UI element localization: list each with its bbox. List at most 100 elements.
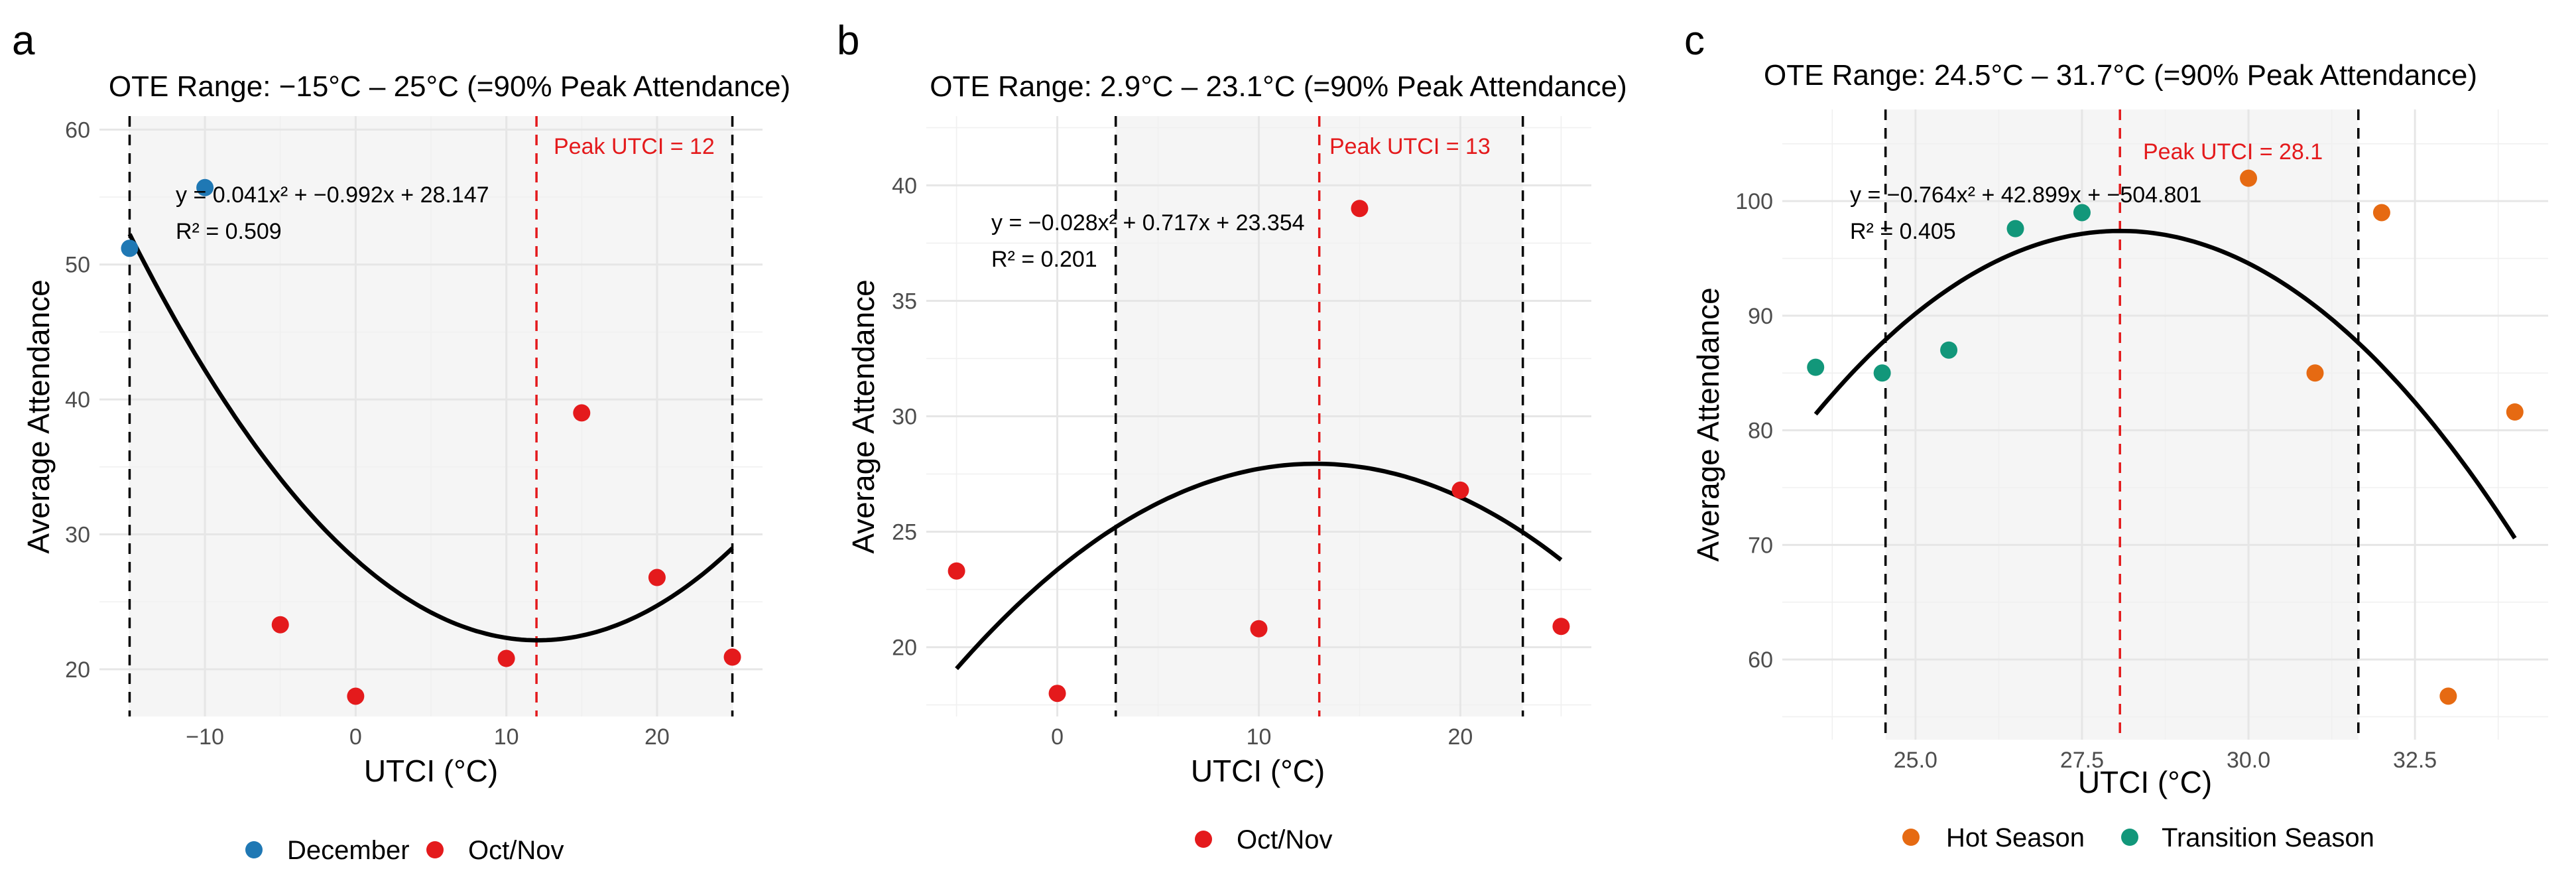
legend-swatch-octnov	[426, 841, 444, 858]
x-tick-label: 10	[494, 724, 519, 750]
panel-b-y-ticks: 20 25 30 35 40	[892, 173, 917, 660]
x-tick-label: 32.5	[2393, 748, 2437, 773]
legend-swatch-december	[245, 841, 263, 858]
y-tick-label: 30	[892, 405, 917, 430]
plot-background	[1782, 109, 2548, 740]
panel-b-peak-label: Peak UTCI = 13	[1329, 134, 1491, 159]
data-point-oct-nov	[347, 687, 365, 705]
y-tick-label: 20	[65, 657, 90, 683]
y-tick-label: 40	[65, 387, 90, 413]
x-tick-label: −10	[186, 724, 224, 750]
data-point-hot-season	[2372, 204, 2390, 222]
panel-a-y-ticks: 20 30 40 50 60	[65, 117, 90, 682]
data-points	[121, 178, 741, 705]
data-point-oct-nov	[1048, 685, 1066, 703]
panel-a-x-ticks: −10 0 10 20	[186, 724, 670, 750]
panel-b: b OTE Range: 2.9°C – 23.1°C (=90% Peak A…	[837, 18, 1627, 854]
panel-c-y-label: Average Attendance	[1691, 287, 1725, 561]
panel-b-letter: b	[837, 18, 859, 64]
x-tick-label: 20	[644, 724, 670, 750]
panel-b-x-ticks: 0 10 20	[1051, 724, 1473, 750]
y-tick-label: 70	[1748, 533, 1773, 558]
quadratic-fit-curve	[1813, 228, 2517, 540]
x-tick-label: 0	[349, 724, 362, 750]
legend-swatch-hot-season	[1902, 829, 1920, 846]
data-point-hot-season	[2506, 403, 2524, 421]
data-point-oct-nov	[1351, 200, 1369, 218]
y-tick-label: 30	[65, 522, 90, 547]
data-point-oct-nov	[1250, 620, 1268, 638]
panel-c-title: OTE Range: 24.5°C – 31.7°C (=90% Peak At…	[1764, 59, 2477, 92]
reference-lines	[128, 116, 734, 716]
data-point-transition-season	[1807, 358, 1825, 376]
y-tick-label: 60	[1748, 647, 1773, 673]
data-point-hot-season	[2306, 364, 2324, 382]
y-tick-label: 20	[892, 636, 917, 661]
data-point-oct-nov	[648, 569, 666, 586]
panel-b-r2: R² = 0.201	[991, 247, 1097, 272]
y-tick-label: 35	[892, 289, 917, 314]
x-tick-label: 10	[1247, 724, 1272, 750]
reference-lines	[1884, 109, 2360, 740]
legend-label-hot-season: Hot Season	[1946, 823, 2085, 852]
panel-a-r2: R² = 0.509	[176, 219, 282, 244]
panel-c-legend: Hot Season Transition Season	[1902, 823, 2374, 852]
panel-c: c OTE Range: 24.5°C – 31.7°C (=90% Peak …	[1684, 18, 2548, 852]
x-tick-label: 0	[1051, 724, 1064, 750]
panel-a-x-label: UTCI (°C)	[364, 754, 498, 788]
data-point-oct-nov	[1552, 618, 1570, 636]
panel-c-x-ticks: 25.0 27.5 30.0 32.5	[1894, 748, 2437, 773]
data-point-december	[196, 178, 214, 196]
legend-label-transition-season: Transition Season	[2162, 823, 2374, 852]
x-tick-label: 30.0	[2227, 748, 2270, 773]
y-tick-label: 50	[65, 253, 90, 278]
panel-b-legend: Oct/Nov	[1195, 825, 1332, 854]
panel-a-title: OTE Range: −15°C – 25°C (=90% Peak Atten…	[109, 70, 790, 103]
panel-a-letter: a	[12, 18, 35, 64]
panel-c-y-ticks: 60 70 80 90 100	[1735, 189, 1773, 673]
data-point-oct-nov	[497, 649, 515, 667]
legend-swatch-octnov	[1195, 831, 1212, 848]
legend-label-octnov: Oct/Nov	[1237, 825, 1332, 854]
y-tick-label: 40	[892, 173, 917, 198]
panel-c-letter: c	[1684, 18, 1705, 64]
data-point-transition-season	[1873, 364, 1891, 382]
panel-b-title: OTE Range: 2.9°C – 23.1°C (=90% Peak Att…	[930, 70, 1626, 103]
panel-c-equation: y = −0.764x² + 42.899x + −504.801	[1850, 182, 2201, 208]
data-point-oct-nov	[948, 562, 965, 580]
reference-lines	[1114, 116, 1524, 716]
y-tick-label: 25	[892, 520, 917, 545]
legend-label-december: December	[287, 836, 410, 865]
panel-b-equation: y = −0.028x² + 0.717x + 23.354	[991, 210, 1305, 236]
y-tick-label: 100	[1735, 189, 1773, 214]
data-point-hot-season	[2439, 687, 2457, 705]
y-tick-label: 60	[65, 117, 90, 143]
data-point-oct-nov	[573, 404, 591, 422]
data-point-transition-season	[1940, 341, 1958, 359]
legend-swatch-transition-season	[2121, 829, 2138, 846]
plot-background	[99, 116, 763, 716]
panel-a-legend: December Oct/Nov	[245, 836, 564, 865]
data-point-oct-nov	[271, 616, 289, 634]
panel-a-equation: y = 0.041x² + −0.992x + 28.147	[176, 182, 489, 208]
y-tick-label: 80	[1748, 419, 1773, 444]
panel-a-peak-label: Peak UTCI = 12	[554, 134, 715, 159]
x-tick-label: 27.5	[2060, 748, 2104, 773]
data-point-hot-season	[2240, 169, 2258, 187]
x-tick-label: 20	[1448, 724, 1473, 750]
panel-a: a OTE Range: −15°C – 25°C (=90% Peak Att…	[12, 18, 790, 865]
x-tick-label: 25.0	[1894, 748, 1937, 773]
data-point-transition-season	[2006, 220, 2024, 237]
ote-shaded-region	[1885, 109, 2359, 740]
data-points	[948, 200, 1570, 703]
panel-b-grid	[926, 116, 1591, 716]
panel-a-grid	[99, 116, 763, 716]
y-tick-label: 90	[1748, 304, 1773, 329]
panel-c-grid	[1782, 109, 2548, 740]
data-points	[1807, 169, 2524, 705]
panel-a-y-label: Average Attendance	[21, 279, 56, 553]
panel-c-x-label: UTCI (°C)	[2078, 765, 2212, 799]
panel-c-r2: R² = 0.405	[1850, 219, 1956, 244]
data-point-oct-nov	[1451, 481, 1469, 499]
